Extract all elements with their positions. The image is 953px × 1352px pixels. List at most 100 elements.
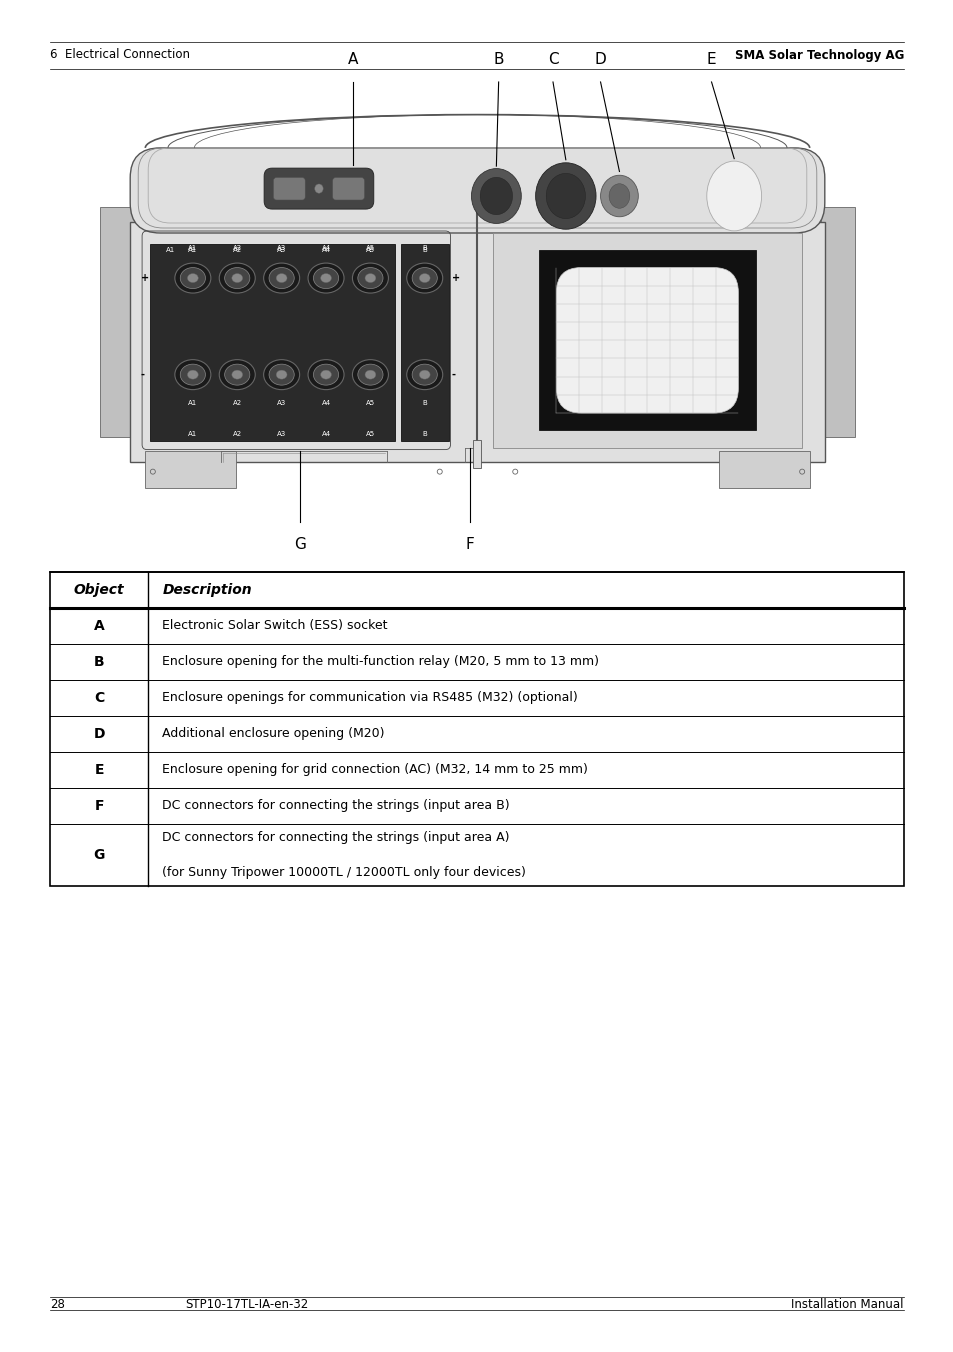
Text: A2: A2: [233, 431, 241, 437]
Text: D: D: [594, 51, 606, 68]
Ellipse shape: [706, 161, 760, 231]
Ellipse shape: [365, 370, 375, 379]
Text: A3: A3: [276, 247, 286, 253]
Ellipse shape: [412, 364, 436, 385]
Bar: [473, 441, 481, 468]
Text: F: F: [465, 537, 474, 552]
Text: B: B: [93, 654, 104, 669]
FancyBboxPatch shape: [274, 177, 305, 200]
Ellipse shape: [600, 176, 638, 216]
Ellipse shape: [180, 268, 205, 288]
Text: Object: Object: [73, 583, 124, 598]
Ellipse shape: [314, 364, 338, 385]
Text: A1: A1: [188, 400, 197, 406]
Text: A4: A4: [321, 431, 331, 437]
Text: A4: A4: [321, 247, 331, 253]
Text: B: B: [422, 245, 427, 251]
Ellipse shape: [419, 273, 430, 283]
Ellipse shape: [232, 370, 242, 379]
Text: B: B: [422, 400, 427, 406]
Bar: [538, 250, 755, 430]
Ellipse shape: [419, 370, 430, 379]
Ellipse shape: [269, 364, 294, 385]
Ellipse shape: [608, 184, 629, 208]
Bar: [100, 207, 133, 437]
Text: A2: A2: [233, 400, 241, 406]
Text: C: C: [547, 51, 558, 68]
Text: B: B: [422, 431, 427, 437]
Text: B: B: [422, 247, 427, 253]
Ellipse shape: [180, 364, 205, 385]
Text: Enclosure opening for grid connection (AC) (M32, 14 mm to 25 mm): Enclosure opening for grid connection (A…: [162, 764, 587, 776]
Text: A1: A1: [188, 247, 197, 253]
Text: G: G: [93, 848, 105, 863]
Text: A1: A1: [188, 245, 197, 251]
Text: A1: A1: [188, 431, 197, 437]
Ellipse shape: [219, 264, 255, 293]
Text: Enclosure openings for communication via RS485 (M32) (optional): Enclosure openings for communication via…: [162, 691, 578, 704]
FancyBboxPatch shape: [556, 268, 738, 414]
Text: A4: A4: [321, 245, 331, 251]
Text: E: E: [706, 51, 716, 68]
Ellipse shape: [308, 360, 344, 389]
FancyBboxPatch shape: [264, 168, 374, 210]
Text: (for Sunny Tripower 10000TL / 12000TL only four devices): (for Sunny Tripower 10000TL / 12000TL on…: [162, 865, 525, 879]
Text: A1: A1: [166, 247, 175, 253]
Ellipse shape: [276, 370, 287, 379]
Ellipse shape: [320, 273, 331, 283]
Text: +: +: [141, 273, 149, 283]
Ellipse shape: [357, 364, 382, 385]
Text: Enclosure opening for the multi-function relay (M20, 5 mm to 13 mm): Enclosure opening for the multi-function…: [162, 656, 598, 668]
Text: SMA Solar Technology AG: SMA Solar Technology AG: [734, 49, 903, 61]
Ellipse shape: [314, 184, 323, 193]
Text: A5: A5: [366, 400, 375, 406]
Ellipse shape: [263, 360, 299, 389]
Ellipse shape: [471, 169, 520, 223]
Text: -: -: [141, 369, 145, 380]
Text: A3: A3: [276, 400, 286, 406]
FancyBboxPatch shape: [333, 177, 364, 200]
Text: A2: A2: [233, 247, 241, 253]
Ellipse shape: [479, 177, 512, 215]
Text: -: -: [451, 369, 455, 380]
Bar: [130, 222, 824, 462]
Text: D: D: [93, 727, 105, 741]
Text: F: F: [94, 799, 104, 813]
Ellipse shape: [412, 268, 436, 288]
Text: Installation Manual: Installation Manual: [791, 1298, 903, 1310]
Ellipse shape: [352, 264, 388, 293]
Ellipse shape: [224, 364, 250, 385]
Text: A2: A2: [233, 245, 241, 251]
Ellipse shape: [357, 268, 382, 288]
Text: A3: A3: [276, 245, 286, 251]
Ellipse shape: [219, 360, 255, 389]
Ellipse shape: [406, 264, 442, 293]
Text: E: E: [94, 763, 104, 777]
Ellipse shape: [224, 268, 250, 288]
Text: A5: A5: [366, 247, 375, 253]
Text: Additional enclosure opening (M20): Additional enclosure opening (M20): [162, 727, 384, 741]
Text: 6  Electrical Connection: 6 Electrical Connection: [50, 49, 190, 61]
Ellipse shape: [232, 273, 242, 283]
Ellipse shape: [187, 273, 198, 283]
Ellipse shape: [174, 264, 211, 293]
Bar: [50, 572, 903, 886]
Bar: [400, 243, 448, 441]
Bar: [145, 452, 235, 488]
Ellipse shape: [535, 162, 596, 230]
Text: A5: A5: [366, 431, 375, 437]
Ellipse shape: [406, 360, 442, 389]
Text: A: A: [93, 619, 105, 633]
Ellipse shape: [269, 268, 294, 288]
Text: 28: 28: [50, 1298, 65, 1310]
Text: Electronic Solar Switch (ESS) socket: Electronic Solar Switch (ESS) socket: [162, 619, 387, 633]
Text: B: B: [493, 51, 503, 68]
Text: Description: Description: [162, 583, 252, 598]
Ellipse shape: [187, 370, 198, 379]
Text: +: +: [451, 273, 459, 283]
Bar: [719, 452, 809, 488]
Text: DC connectors for connecting the strings (input area B): DC connectors for connecting the strings…: [162, 799, 509, 813]
Ellipse shape: [314, 268, 338, 288]
Ellipse shape: [365, 273, 375, 283]
Bar: [821, 207, 854, 437]
